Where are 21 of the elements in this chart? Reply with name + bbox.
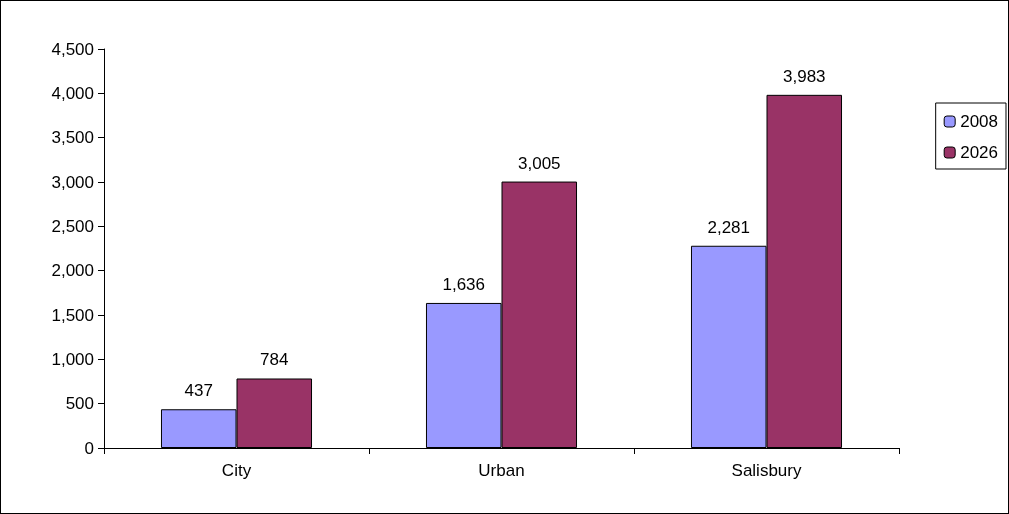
data-label: 1,636 xyxy=(442,274,486,294)
data-label: 784 xyxy=(260,350,289,370)
y-tick-label: 1,500 xyxy=(51,305,94,325)
y-tick-label: 4,500 xyxy=(51,39,94,59)
legend-label: 2026 xyxy=(960,143,999,162)
x-tick-label: Urban xyxy=(478,461,525,480)
y-tick-label: 3,500 xyxy=(51,128,94,148)
x-tick-label: Salisbury xyxy=(731,461,802,480)
data-label: 437 xyxy=(184,381,213,401)
y-tick-label: 1,000 xyxy=(51,349,94,369)
legend-label: 2008 xyxy=(960,112,999,131)
y-tick-label: 0 xyxy=(84,438,94,458)
y-tick-label: 3,000 xyxy=(51,172,94,192)
data-label: 3,983 xyxy=(782,66,826,86)
y-tick-label: 2,500 xyxy=(51,216,94,236)
y-tick-label: 2,000 xyxy=(51,261,94,281)
y-tick-label: 500 xyxy=(65,394,94,414)
data-label: 2,281 xyxy=(707,217,751,237)
y-tick-label: 4,000 xyxy=(51,83,94,103)
x-tick-label: City xyxy=(221,461,252,480)
data-label: 3,005 xyxy=(517,153,561,173)
